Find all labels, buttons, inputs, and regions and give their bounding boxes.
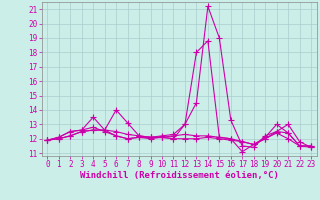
X-axis label: Windchill (Refroidissement éolien,°C): Windchill (Refroidissement éolien,°C): [80, 171, 279, 180]
